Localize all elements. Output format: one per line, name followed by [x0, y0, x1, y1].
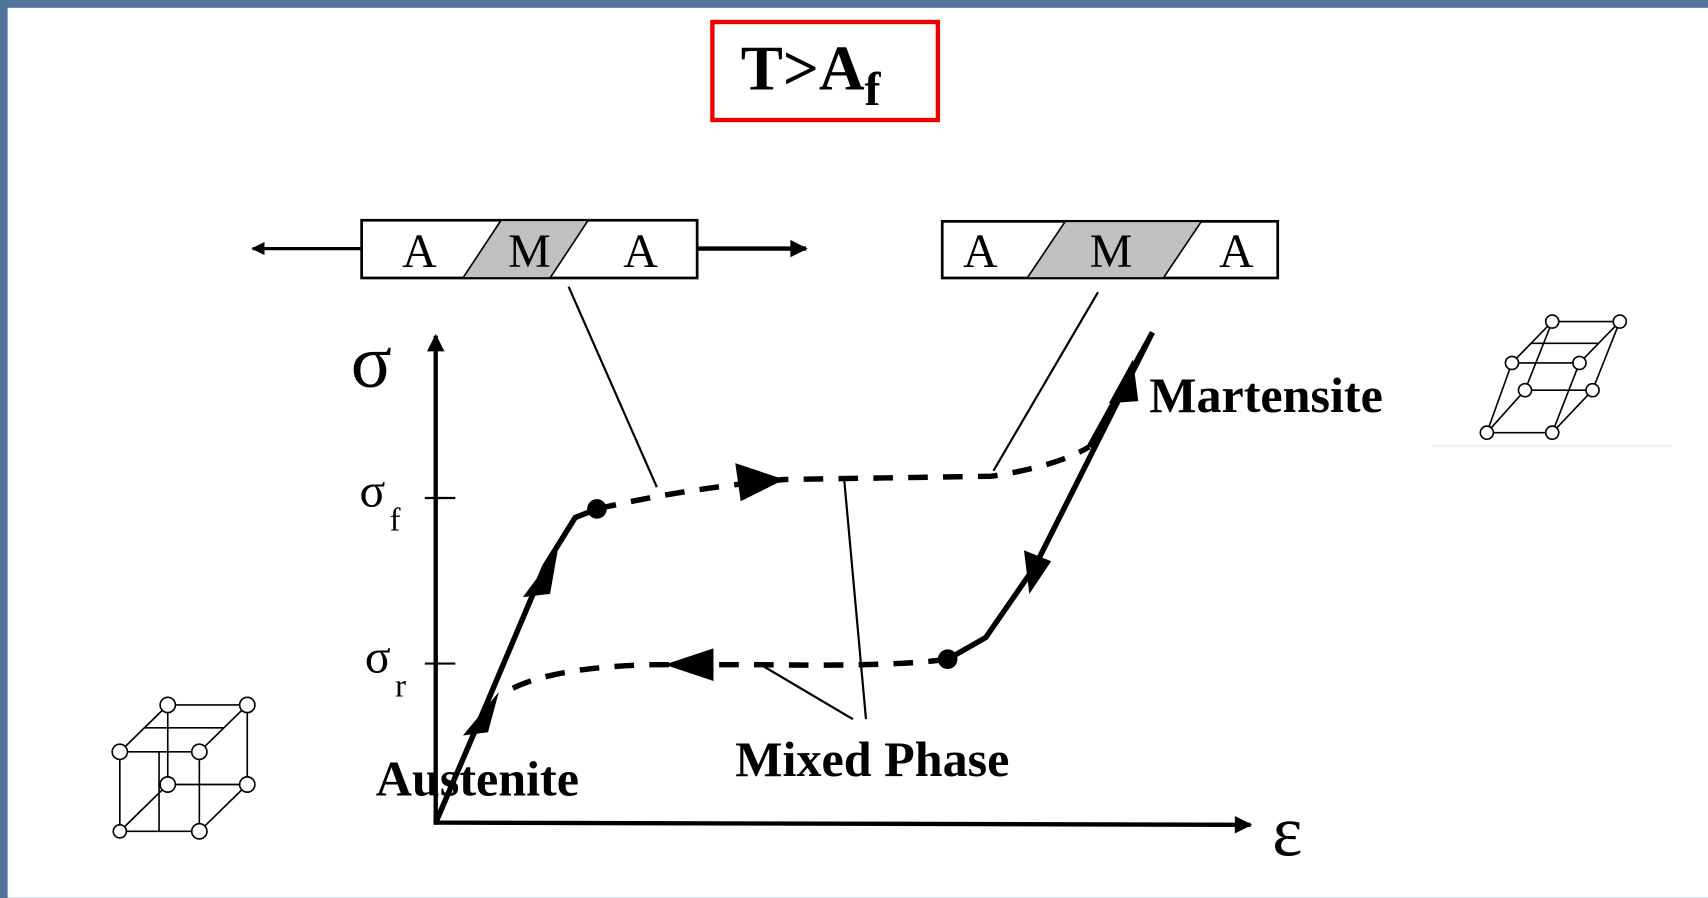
mixed-label: Mixed Phase: [735, 731, 1009, 787]
leader: [843, 479, 868, 720]
arrowhead: [1023, 550, 1052, 594]
austenite-label: Austenite: [376, 750, 579, 806]
bar-label: M: [1090, 225, 1133, 278]
arrowhead: [522, 550, 558, 598]
bar-label: A: [402, 225, 437, 278]
unloading-curve: [946, 331, 1155, 662]
leaders: [567, 286, 1099, 721]
leader: [992, 291, 1099, 472]
y-axis-label: σ: [351, 320, 392, 404]
cubic-cell: [111, 696, 256, 840]
title-box: [710, 19, 941, 123]
loading-curve: [433, 506, 598, 824]
bar-label: M: [508, 225, 551, 278]
bar-label: A: [963, 225, 998, 278]
arrowhead: [664, 648, 714, 682]
arrowhead: [735, 463, 785, 502]
x-axis: [433, 816, 1253, 834]
tick-label: σf: [359, 465, 400, 539]
leader: [756, 661, 854, 721]
x-axis-label: ε: [1272, 791, 1302, 871]
canvas: [7, 7, 1708, 898]
arrowhead: [1108, 359, 1139, 404]
monoclinic-cell: [1432, 314, 1673, 447]
transition-point: [937, 649, 958, 670]
tick-label: σr: [365, 630, 406, 704]
martensite-label: Martensite: [1149, 367, 1383, 423]
martensite-band: [461, 219, 590, 279]
bar-label: A: [623, 225, 658, 278]
martensite-band: [1025, 220, 1204, 279]
leader: [567, 286, 658, 488]
title: T>Af: [741, 34, 882, 116]
transition-point: [587, 499, 607, 519]
bar-label: A: [1219, 225, 1254, 278]
